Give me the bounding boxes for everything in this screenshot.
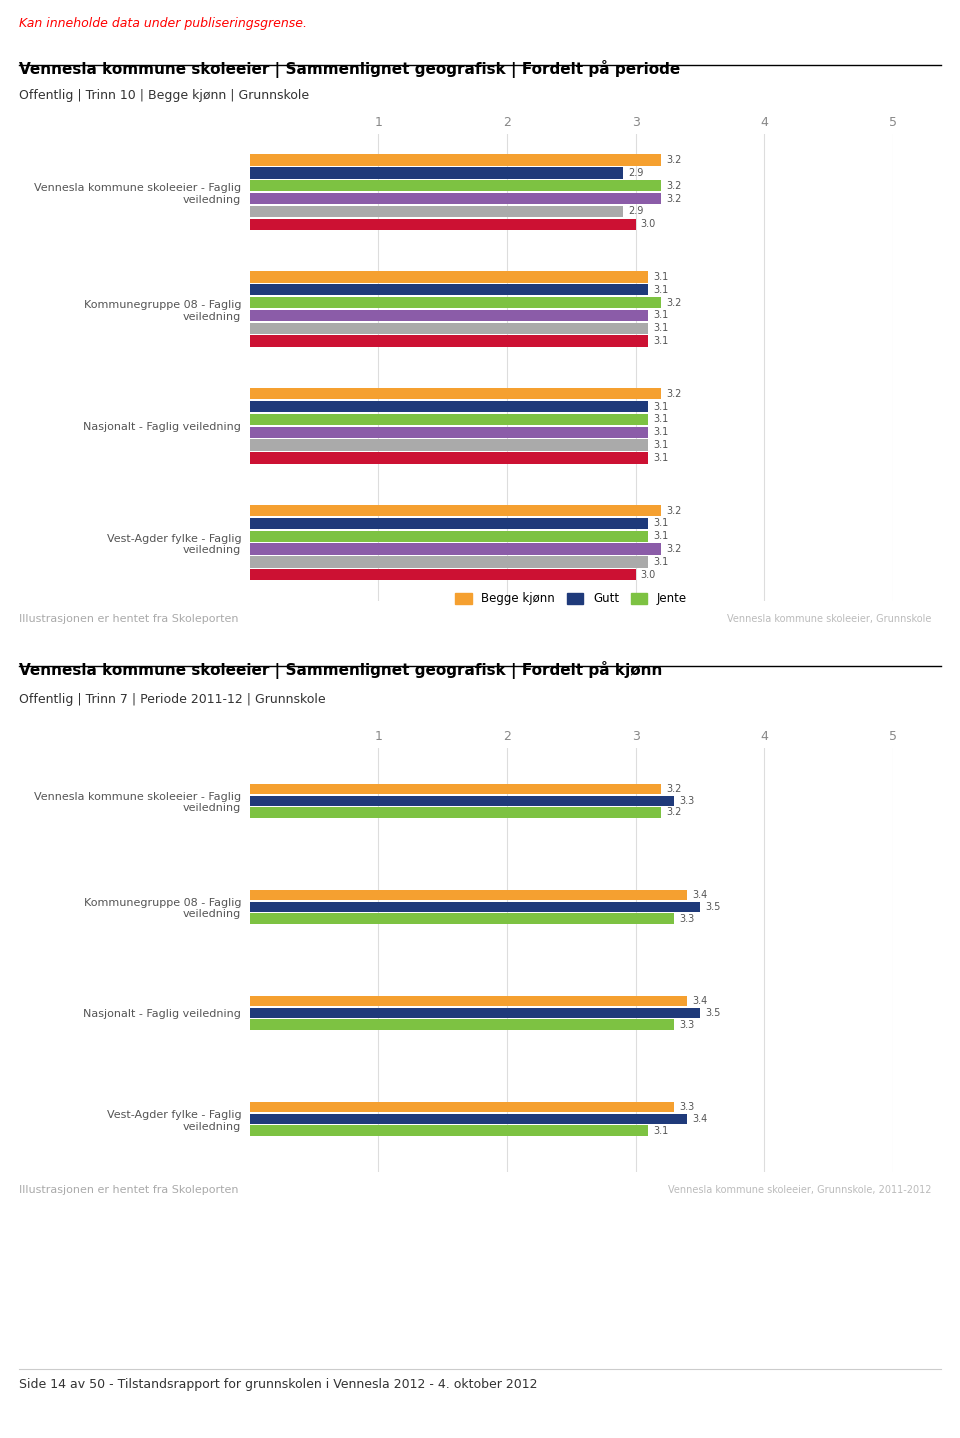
- Bar: [250, 569, 636, 581]
- Bar: [250, 401, 648, 413]
- Text: 3.2: 3.2: [666, 808, 682, 817]
- Text: 3.3: 3.3: [680, 913, 694, 923]
- Text: Offentlig | Trinn 10 | Begge kjønn | Grunnskole: Offentlig | Trinn 10 | Begge kjønn | Gru…: [19, 89, 309, 102]
- Text: 3.2: 3.2: [666, 544, 682, 554]
- Text: 3.2: 3.2: [666, 194, 682, 204]
- Text: 3.5: 3.5: [705, 902, 720, 912]
- Bar: [250, 997, 687, 1007]
- Text: 3.1: 3.1: [654, 453, 669, 463]
- Text: 3.1: 3.1: [654, 401, 669, 411]
- Text: 3.1: 3.1: [654, 311, 669, 321]
- Bar: [250, 1102, 674, 1113]
- Bar: [250, 544, 661, 555]
- Text: 3.1: 3.1: [654, 414, 669, 424]
- Bar: [250, 1008, 700, 1018]
- Text: Offentlig | Trinn 7 | Periode 2011-12 | Grunnskole: Offentlig | Trinn 7 | Periode 2011-12 | …: [19, 693, 325, 706]
- Bar: [250, 154, 661, 165]
- Text: Illustrasjonen er hentet fra Skoleporten: Illustrasjonen er hentet fra Skoleporten: [19, 1185, 239, 1195]
- Text: Illustrasjonen er hentet fra Skoleporten: Illustrasjonen er hentet fra Skoleporten: [19, 614, 239, 624]
- Bar: [250, 505, 661, 516]
- Text: 3.2: 3.2: [666, 155, 682, 165]
- Bar: [250, 335, 648, 347]
- Text: 3.3: 3.3: [680, 1103, 694, 1112]
- Text: 3.4: 3.4: [692, 1114, 708, 1125]
- Text: 3.0: 3.0: [640, 569, 656, 580]
- Bar: [250, 784, 661, 794]
- Bar: [250, 557, 648, 568]
- Bar: [250, 309, 648, 321]
- Bar: [250, 1020, 674, 1030]
- Bar: [250, 902, 700, 912]
- Text: 3.2: 3.2: [666, 181, 682, 191]
- Bar: [250, 180, 661, 191]
- Bar: [250, 388, 661, 400]
- Bar: [250, 193, 661, 204]
- Text: 3.1: 3.1: [654, 440, 669, 450]
- Bar: [250, 913, 674, 923]
- Legend: Begge kjønn, Gutt, Jente: Begge kjønn, Gutt, Jente: [455, 592, 687, 605]
- Bar: [250, 322, 648, 334]
- Text: 3.4: 3.4: [692, 997, 708, 1007]
- Text: 3.1: 3.1: [654, 285, 669, 295]
- Text: 3.4: 3.4: [692, 890, 708, 900]
- Text: 3.3: 3.3: [680, 1020, 694, 1030]
- Text: 3.2: 3.2: [666, 388, 682, 398]
- Bar: [250, 414, 648, 426]
- Text: 3.1: 3.1: [654, 427, 669, 437]
- Text: 3.1: 3.1: [654, 518, 669, 528]
- Bar: [250, 206, 623, 217]
- Text: 3.1: 3.1: [654, 557, 669, 567]
- Bar: [250, 1114, 687, 1125]
- Text: 3.1: 3.1: [654, 531, 669, 541]
- Text: 2.9: 2.9: [628, 207, 643, 217]
- Bar: [250, 440, 648, 450]
- Text: Side 14 av 50 - Tilstandsrapport for grunnskolen i Vennesla 2012 - 4. oktober 20: Side 14 av 50 - Tilstandsrapport for gru…: [19, 1378, 538, 1391]
- Bar: [250, 296, 661, 308]
- Text: 3.1: 3.1: [654, 272, 669, 282]
- Bar: [250, 285, 648, 295]
- Bar: [250, 219, 636, 230]
- Text: 3.2: 3.2: [666, 784, 682, 794]
- Bar: [250, 453, 648, 463]
- Bar: [250, 518, 648, 529]
- Text: 3.2: 3.2: [666, 298, 682, 308]
- Text: 2.9: 2.9: [628, 168, 643, 178]
- Text: 3.1: 3.1: [654, 336, 669, 347]
- Text: Vennesla kommune skoleeier | Sammenlignet geografisk | Fordelt på periode: Vennesla kommune skoleeier | Sammenligne…: [19, 60, 681, 79]
- Bar: [250, 890, 687, 900]
- Bar: [250, 807, 661, 818]
- Text: Vennesla kommune skoleeier | Sammenlignet geografisk | Fordelt på kjønn: Vennesla kommune skoleeier | Sammenligne…: [19, 661, 662, 680]
- Text: 3.0: 3.0: [640, 219, 656, 229]
- Text: Vennesla kommune skoleeier, Grunnskole: Vennesla kommune skoleeier, Grunnskole: [727, 614, 931, 624]
- Text: Kan inneholde data under publiseringsgrense.: Kan inneholde data under publiseringsgre…: [19, 17, 307, 30]
- Bar: [250, 427, 648, 439]
- Text: Vennesla kommune skoleeier, Grunnskole, 2011-2012: Vennesla kommune skoleeier, Grunnskole, …: [668, 1185, 931, 1195]
- Bar: [250, 1126, 648, 1136]
- Text: 3.5: 3.5: [705, 1008, 720, 1018]
- Text: 3.2: 3.2: [666, 506, 682, 516]
- Bar: [250, 272, 648, 282]
- Bar: [250, 167, 623, 178]
- Text: 3.1: 3.1: [654, 1126, 669, 1136]
- Text: 3.1: 3.1: [654, 324, 669, 334]
- Bar: [250, 531, 648, 542]
- Text: 3.3: 3.3: [680, 795, 694, 805]
- Bar: [250, 795, 674, 805]
